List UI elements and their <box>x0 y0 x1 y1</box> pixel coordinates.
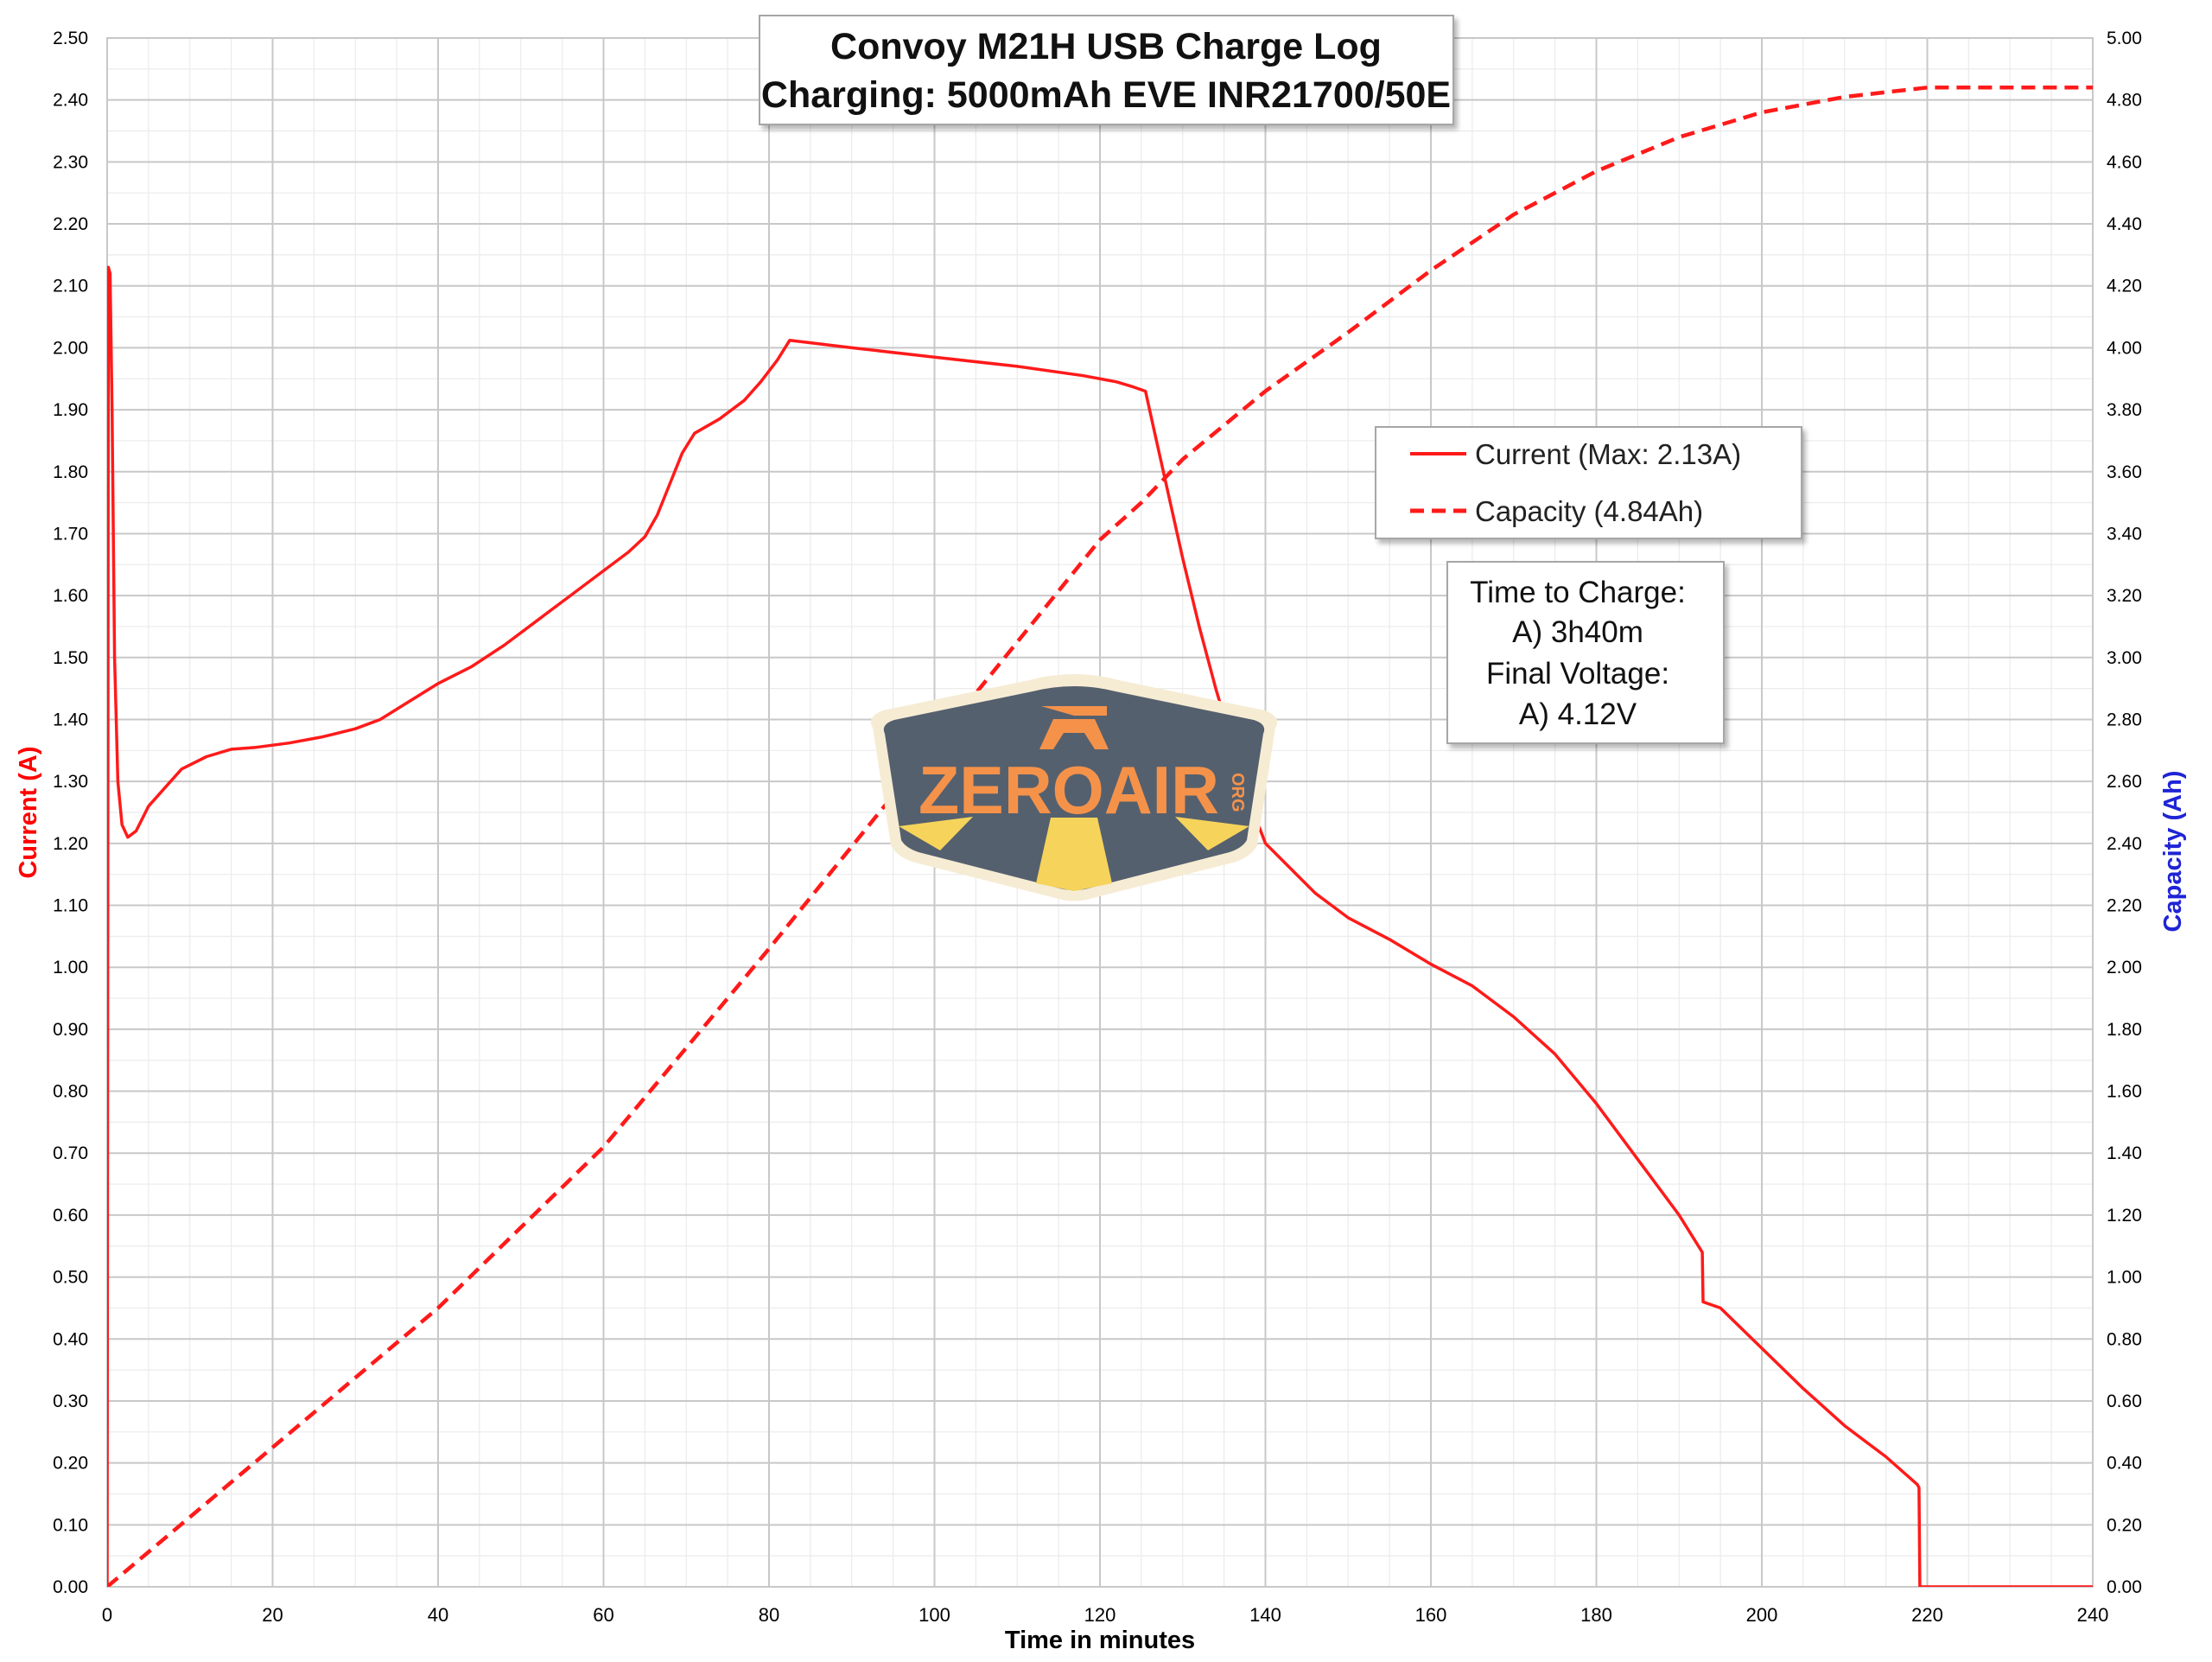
x-axis-tick-label: 240 <box>2077 1604 2109 1626</box>
right-axis-tick-labels: 0.00 0.20 0.40 0.60 0.80 1.00 1.20 1.40 1.60 1.80… <box>2107 29 2142 1597</box>
right-axis-tick-label: 0.40 <box>2107 1454 2142 1474</box>
left-axis-tick-label: 0.40 <box>53 1329 88 1349</box>
right-axis-tick-label: 0.80 <box>2107 1329 2142 1349</box>
left-axis-tick-label: 2.40 <box>53 91 88 111</box>
x-axis-tick-label: 220 <box>1911 1604 1943 1626</box>
info-line-2: A) 3h40m <box>1512 615 1643 649</box>
current-series-line <box>107 265 2093 1587</box>
x-axis-tick-label: 180 <box>1580 1604 1612 1626</box>
left-axis-tick-label: 0.60 <box>53 1206 88 1226</box>
left-axis-tick-label: 0.80 <box>53 1082 88 1102</box>
right-axis-tick-label: 4.40 <box>2107 214 2142 234</box>
left-axis-tick-label: 0.70 <box>53 1143 88 1163</box>
right-axis-tick-label: 4.80 <box>2107 91 2142 111</box>
left-axis-tick-label: 1.70 <box>53 524 88 544</box>
right-axis-tick-label: 1.40 <box>2107 1143 2142 1163</box>
left-axis-tick-label: 1.00 <box>53 958 88 977</box>
logo-plane-icon <box>1039 706 1109 749</box>
logo-badge-inner <box>883 686 1265 890</box>
x-axis-tick-label: 100 <box>918 1604 950 1626</box>
right-axis-tick-label: 1.80 <box>2107 1020 2142 1040</box>
info-line-4: A) 4.12V <box>1519 697 1637 731</box>
left-axis-tick-label: 2.20 <box>53 214 88 234</box>
x-axis-tick-label: 60 <box>593 1604 613 1626</box>
left-axis-tick-label: 0.30 <box>53 1391 88 1411</box>
right-axis-tick-label: 2.40 <box>2107 834 2142 854</box>
logo-road-right <box>1175 817 1249 850</box>
left-axis-tick-label: 2.00 <box>53 338 88 358</box>
series-layer <box>107 86 2093 1587</box>
right-axis-tick-label: 1.20 <box>2107 1206 2142 1226</box>
left-axis-tick-label: 0.20 <box>53 1454 88 1474</box>
right-axis-tick-label: 3.60 <box>2107 462 2142 482</box>
x-axis-title: Time in minutes <box>1005 1627 1195 1654</box>
right-axis-tick-label: 1.00 <box>2107 1268 2142 1288</box>
left-axis-tick-label: 0.50 <box>53 1268 88 1288</box>
legend-box <box>1375 426 1802 539</box>
left-axis-tick-label: 1.60 <box>53 586 88 606</box>
right-axis-tick-label: 2.80 <box>2107 710 2142 729</box>
capacity-series-line <box>107 86 2093 1587</box>
left-axis-tick-label: 2.30 <box>53 152 88 172</box>
x-axis-tick-label: 140 <box>1249 1604 1281 1626</box>
right-axis-tick-label: 1.60 <box>2107 1082 2142 1102</box>
right-axis-tick-label: 3.00 <box>2107 648 2142 668</box>
info-line-3: Final Voltage: <box>1486 657 1669 691</box>
x-axis-tick-label: 200 <box>1746 1604 1778 1626</box>
right-axis-tick-label: 2.60 <box>2107 772 2142 792</box>
x-axis-tick-labels: 0 20 40 60 80 100 120 140 160 180 200 220 240 <box>102 1604 2108 1626</box>
left-axis-tick-labels: 0.00 0.10 0.20 0.30 0.40 0.50 0.60 0.70 0.80 0.90… <box>53 29 88 1597</box>
left-axis-tick-label: 1.30 <box>53 772 88 792</box>
left-axis-tick-label: 1.40 <box>53 710 88 729</box>
left-axis-tick-label: 0.90 <box>53 1020 88 1040</box>
right-axis-tick-label: 3.80 <box>2107 400 2142 420</box>
right-axis-tick-label: 3.40 <box>2107 524 2142 544</box>
right-axis-tick-label: 0.20 <box>2107 1515 2142 1535</box>
left-axis-tick-label: 2.50 <box>53 29 88 48</box>
right-axis-tick-label: 4.20 <box>2107 277 2142 296</box>
chart-title: Convoy M21H USB Charge Log <box>830 26 1382 67</box>
legend-current-label: Current (Max: 2.13A) <box>1475 438 1741 470</box>
logo-road-left <box>899 817 973 850</box>
logo-road-center <box>1036 818 1112 891</box>
right-axis-tick-label: 3.20 <box>2107 586 2142 606</box>
x-axis-tick-label: 0 <box>102 1604 112 1626</box>
left-axis-tick-label: 1.50 <box>53 648 88 668</box>
x-axis-tick-label: 40 <box>428 1604 448 1626</box>
left-axis-tick-label: 2.10 <box>53 277 88 296</box>
x-axis-tick-label: 80 <box>759 1604 779 1626</box>
left-axis-tick-label: 1.20 <box>53 834 88 854</box>
chart-subtitle: Charging: 5000mAh EVE INR21700/50E <box>761 74 1451 116</box>
right-axis-tick-label: 2.20 <box>2107 896 2142 916</box>
left-axis-tick-label: 0.10 <box>53 1515 88 1535</box>
watermark-logo: ZEROAIR ORG <box>870 674 1278 901</box>
right-axis-tick-label: 2.00 <box>2107 958 2142 977</box>
logo-suffix-text: ORG <box>1228 773 1247 812</box>
x-axis-tick-label: 20 <box>262 1604 283 1626</box>
right-axis-tick-label: 5.00 <box>2107 29 2142 48</box>
right-axis-tick-label: 4.00 <box>2107 338 2142 358</box>
x-axis-tick-label: 120 <box>1084 1604 1116 1626</box>
right-axis-tick-label: 0.00 <box>2107 1577 2142 1597</box>
info-box <box>1446 561 1725 744</box>
left-axis-tick-label: 0.00 <box>53 1577 88 1597</box>
x-axis-tick-label: 160 <box>1415 1604 1447 1626</box>
info-line-1: Time to Charge: <box>1470 576 1686 609</box>
left-axis-tick-label: 1.90 <box>53 400 88 420</box>
left-axis-tick-label: 1.10 <box>53 896 88 916</box>
title-box <box>759 15 1454 125</box>
logo-text: ZEROAIR <box>918 752 1219 828</box>
right-axis-tick-label: 0.60 <box>2107 1391 2142 1411</box>
right-axis-title: Capacity (Ah) <box>2159 771 2187 933</box>
legend-capacity-label: Capacity (4.84Ah) <box>1475 495 1703 527</box>
left-axis-tick-label: 1.80 <box>53 462 88 482</box>
right-axis-tick-label: 4.60 <box>2107 152 2142 172</box>
left-axis-title: Current (A) <box>15 746 42 878</box>
